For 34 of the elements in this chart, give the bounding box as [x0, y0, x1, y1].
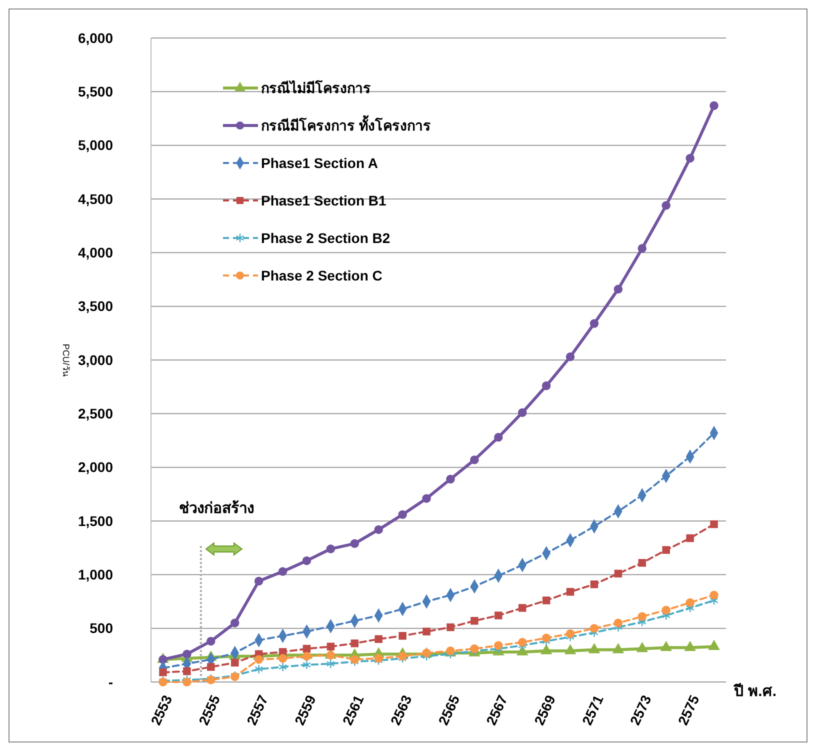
x-axis-title: ปี พ.ศ.	[733, 683, 777, 700]
legend-label: Phase 2 Section C	[261, 267, 382, 284]
x-tick-label: 2561	[339, 692, 367, 728]
annotation: ช่วงก่อสร้าง	[179, 500, 254, 517]
legend-label: Phase1 Section A	[261, 154, 378, 171]
y-tick-label: 6,000	[78, 30, 114, 46]
y-tick-label: 1,000	[78, 566, 114, 583]
y-tick-label: 3,000	[78, 352, 114, 368]
x-tick-label: 2555	[195, 692, 224, 728]
x-tick-label: 2575	[674, 692, 702, 728]
y-tick-label: 1,500	[78, 512, 114, 529]
x-tick-label: 2563	[387, 692, 415, 728]
y-tick-label: 3,500	[78, 298, 114, 314]
x-tick-label: 2571	[578, 692, 606, 728]
x-tick-label: 2559	[291, 692, 319, 728]
y-tick-label: 4,500	[78, 190, 114, 207]
legend-label: กรณีไม่มีโครงการ	[261, 78, 371, 96]
x-tick-label: 2553	[147, 692, 176, 728]
y-tick-label: 5,000	[78, 137, 114, 154]
y-tick-label: 500	[90, 620, 114, 636]
legend-label: Phase 2 Section B2	[261, 230, 390, 246]
x-tick-label: 2567	[482, 692, 511, 728]
x-tick-label: 2557	[243, 692, 272, 728]
y-tick-label: -	[108, 674, 114, 690]
legend-label: Phase1 Section B1	[261, 192, 386, 208]
legend-label: กรณีมีโครงการ ทั้งโครงการ	[261, 114, 431, 134]
x-tick-label: 2573	[626, 692, 654, 728]
y-tick-label: 2,500	[78, 406, 114, 422]
y-tick-label: 2,000	[78, 459, 114, 476]
y-tick-label: 4,000	[78, 244, 114, 261]
y-axis-title: PCU/วัน	[61, 344, 71, 376]
x-tick-label: 2565	[434, 692, 463, 728]
y-tick-label: 5,500	[78, 84, 114, 100]
x-tick-label: 2569	[530, 692, 559, 728]
